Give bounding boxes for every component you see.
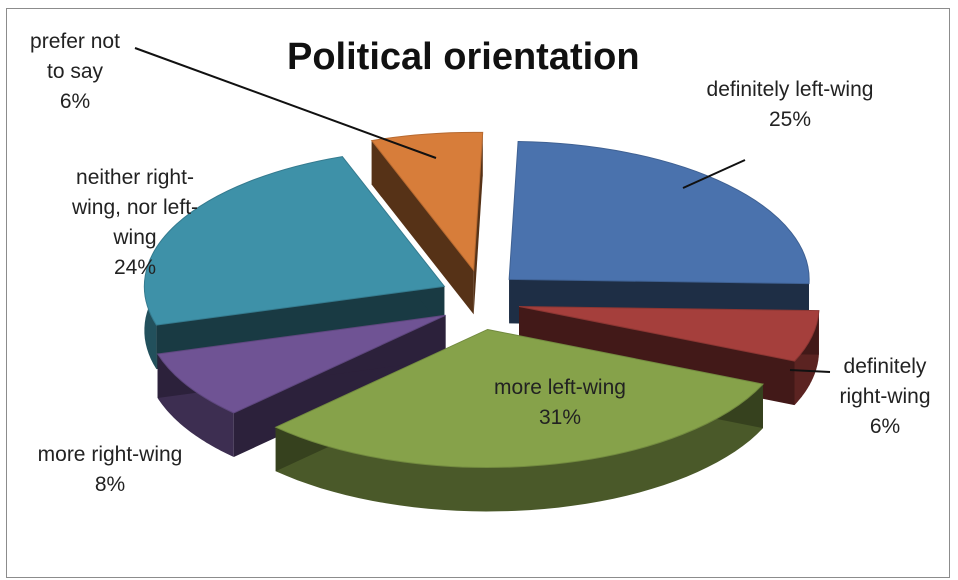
slice-side-definitely-right-wing [794, 310, 819, 406]
slice-more-left-wing [274, 328, 764, 468]
slice-pct: 6% [869, 415, 901, 438]
slice-label-text: neither right-wing, nor left-wing [71, 166, 199, 249]
slice-label-definitely-left-wing: definitely left-wing 25% [690, 75, 890, 135]
slice-label-text: more right-wing [37, 443, 183, 466]
slice-prefer-not-to-say [370, 131, 484, 272]
chart-title: Political orientation [287, 36, 640, 78]
slice-label-text: definitely right-wing [839, 355, 931, 408]
slice-label-definitely-right-wing: definitely right-wing 6% [820, 352, 950, 442]
leader-prefer-not-to-say [134, 47, 437, 159]
slice-label-text: more left-wing [494, 376, 626, 399]
slice-pct: 31% [538, 406, 582, 429]
slice-more-right-wing [156, 314, 446, 414]
chart-frame [6, 8, 950, 578]
slice-label-neither: neither right-wing, nor left-wing 24% [45, 163, 225, 283]
slice-wall-prefer-not-to-say-1 [473, 132, 483, 315]
slice-label-text: prefer not to say [30, 30, 120, 83]
slice-label-text: definitely left-wing [706, 78, 874, 101]
slice-side-more-left-wing [275, 384, 763, 512]
slice-pct: 8% [94, 473, 126, 496]
slice-label-prefer-not-to-say: prefer not to say 6% [20, 27, 130, 117]
slice-pct: 6% [59, 90, 91, 113]
leader-definitely-right-wing [789, 369, 831, 373]
slice-label-more-left-wing: more left-wing 31% [465, 373, 655, 433]
slice-neither-right-wing-nor-left-wing [143, 156, 446, 326]
slice-definitely-left-wing [508, 140, 810, 285]
slice-pct: 25% [768, 108, 812, 131]
leader-definitely-left-wing [682, 159, 746, 189]
slice-pct: 24% [113, 256, 157, 279]
slice-label-more-right-wing: more right-wing 8% [10, 440, 210, 500]
slice-wall-prefer-not-to-say-0 [371, 140, 474, 315]
slice-definitely-right-wing [518, 306, 820, 362]
